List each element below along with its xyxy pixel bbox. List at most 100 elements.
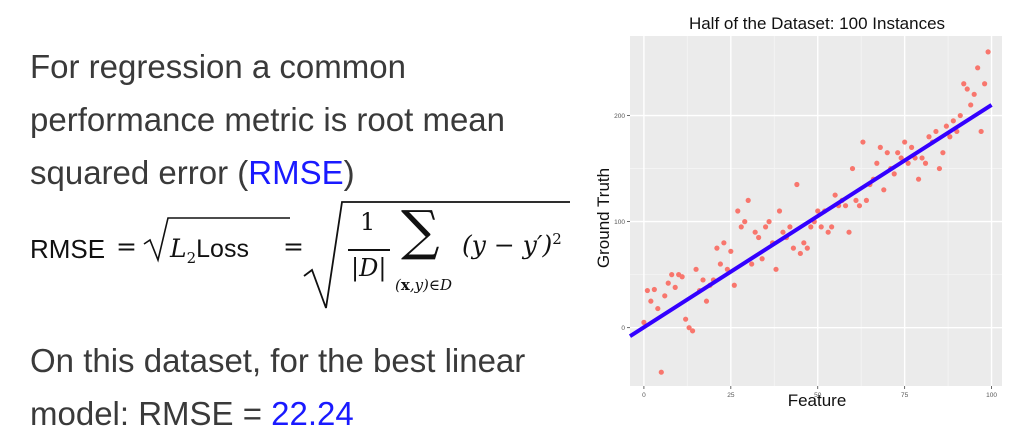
regression-line (628, 103, 993, 338)
data-point (860, 139, 866, 145)
data-point (902, 139, 908, 145)
axis-ticks: 0 25 50 75 100 0 100 200 (614, 113, 997, 399)
data-point (738, 224, 744, 230)
formula-equals-2: = (283, 232, 304, 261)
data-point (752, 229, 758, 235)
data-point (909, 144, 915, 150)
result-text: On this dataset, for the best linear mod… (30, 342, 526, 432)
data-point (915, 176, 922, 182)
data-point (703, 298, 710, 304)
intro-paragraph: For regression a common performance metr… (30, 40, 590, 199)
fraction-numerator: 1 (360, 208, 376, 236)
data-point (745, 197, 751, 203)
y-axis-label: Ground Truth (594, 168, 613, 268)
data-point (936, 165, 943, 172)
data-point (877, 144, 883, 150)
x-tick-label: 25 (727, 392, 735, 399)
y-tick-label: 100 (614, 219, 625, 226)
data-point (714, 245, 720, 251)
data-point (815, 208, 821, 214)
data-point (749, 261, 755, 267)
large-sqrt-sign (303, 201, 570, 309)
data-point (846, 229, 852, 235)
data-point (808, 224, 814, 230)
data-point (683, 316, 689, 322)
data-point (933, 128, 939, 135)
formula-lhs: RMSE (30, 234, 106, 264)
data-point (905, 160, 911, 166)
y-tick-label: 200 (614, 113, 625, 120)
data-point (968, 102, 974, 108)
formula-l2-loss: L2Loss (170, 234, 249, 267)
data-point (849, 165, 856, 172)
data-point (971, 91, 977, 97)
data-point (717, 261, 723, 267)
data-point (818, 224, 824, 230)
data-point (724, 266, 730, 272)
result-paragraph: On this dataset, for the best linear mod… (30, 334, 590, 440)
data-point (787, 224, 793, 230)
data-point (978, 128, 984, 135)
data-point (881, 187, 887, 193)
y-tick-label: 0 (621, 325, 625, 332)
rmse-value: 22.24 (271, 395, 354, 432)
data-point (665, 280, 671, 286)
data-point (874, 160, 880, 166)
data-point (964, 86, 970, 92)
data-point (762, 224, 769, 230)
data-point (773, 266, 779, 272)
small-sqrt-sign (143, 217, 290, 263)
data-point (679, 274, 685, 280)
data-point (884, 150, 890, 156)
data-point (728, 248, 734, 254)
data-point (804, 245, 810, 251)
data-point (756, 234, 762, 241)
data-point (735, 208, 741, 214)
data-point (641, 319, 647, 325)
data-point (832, 192, 838, 198)
data-point (658, 369, 664, 375)
data-point (919, 155, 925, 161)
summation-symbol: ∑ (401, 199, 440, 262)
data-point (895, 150, 901, 156)
data-point (842, 203, 849, 209)
formula-equals-1: = (116, 232, 137, 261)
data-point (853, 197, 859, 203)
data-point (922, 160, 929, 166)
data-point (742, 219, 748, 225)
data-point (794, 181, 800, 188)
x-tick-label: 0 (642, 392, 646, 399)
data-point (957, 112, 963, 119)
data-point (693, 266, 699, 272)
intro-text: For regression a common performance metr… (30, 48, 506, 191)
data-points (641, 49, 991, 375)
data-point (943, 123, 949, 129)
data-point (686, 325, 692, 331)
data-point (975, 65, 981, 71)
data-point (700, 277, 706, 283)
data-point (891, 171, 897, 177)
data-point (731, 282, 737, 288)
data-point (801, 240, 807, 246)
chart-title: Half of the Dataset: 100 Instances (689, 14, 945, 33)
data-point (940, 150, 946, 156)
data-point (982, 81, 988, 87)
data-point (829, 224, 835, 230)
data-point (863, 197, 870, 203)
data-point (825, 229, 831, 235)
data-point (672, 284, 678, 290)
data-point (985, 49, 991, 55)
data-point (926, 134, 932, 140)
data-point (766, 219, 772, 225)
data-point (651, 286, 657, 293)
summation-subscript: (x,y)∈D (395, 276, 453, 294)
data-point (644, 287, 650, 294)
x-tick-label: 100 (986, 392, 997, 399)
data-point (856, 203, 863, 209)
rmse-link[interactable]: RMSE (248, 154, 344, 191)
x-tick-label: 50 (814, 392, 822, 399)
data-point (776, 208, 783, 214)
x-axis-label: Feature (788, 391, 847, 410)
data-point (961, 81, 967, 87)
data-point (950, 118, 956, 124)
